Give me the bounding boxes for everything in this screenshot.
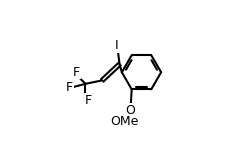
Text: F: F (85, 93, 91, 106)
Text: O: O (126, 104, 135, 117)
Text: F: F (66, 81, 73, 94)
Text: I: I (115, 39, 119, 52)
Text: F: F (73, 66, 80, 79)
Text: OMe: OMe (111, 116, 139, 128)
